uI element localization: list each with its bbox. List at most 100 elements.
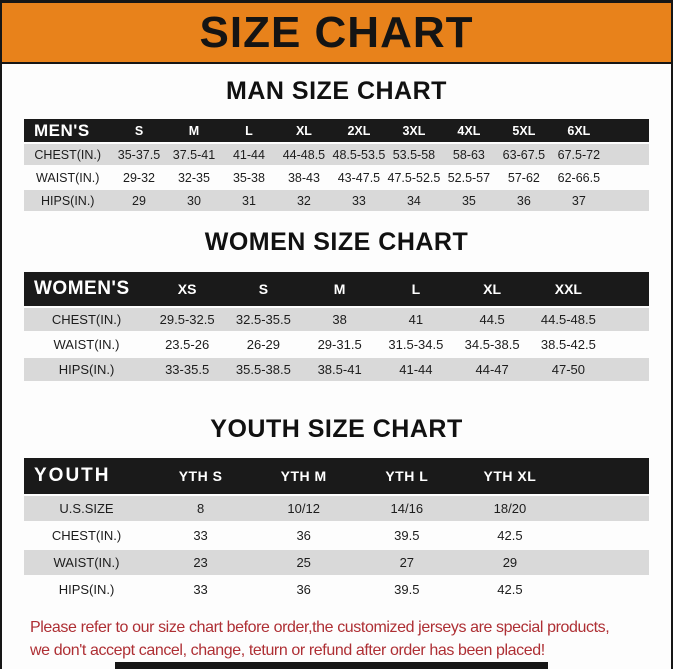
size-value-cell: 33 xyxy=(193,528,208,543)
man-size-section: MAN SIZE CHART MEN'S S M L XL 2XL 3XL 4XL 5XL 6XL… xyxy=(2,77,671,213)
table-title-cell: WOMEN'S xyxy=(24,272,149,306)
size-column-header: 6XL xyxy=(551,119,607,142)
row-label: HIPS(IN.) xyxy=(41,193,95,208)
row-label: WAIST(IN.) xyxy=(53,555,120,570)
table-title-cell: MEN'S xyxy=(24,119,112,142)
measurement-row: HIPS(IN.) 33 36 39.5 42.5 xyxy=(24,577,649,602)
table-header-row: YOUTH YTH S YTH M YTH L YTH XL xyxy=(24,458,649,494)
size-value-cell: 44.5 xyxy=(479,312,505,327)
size-value-cell: 39.5 xyxy=(394,528,420,543)
size-value-cell: 36 xyxy=(296,582,311,597)
row-filler-cell xyxy=(607,333,650,356)
size-value-cell: 38.5-41 xyxy=(317,362,362,377)
measurement-row: WAIST(IN.) 23 25 27 29 xyxy=(24,550,649,575)
size-value-cell: 10/12 xyxy=(287,501,320,516)
table-header-row: WOMEN'S XS S M L XL XXL xyxy=(24,272,649,306)
cropped-black-bar xyxy=(115,662,548,669)
row-filler-cell xyxy=(562,496,650,521)
size-column-header: 4XL xyxy=(441,119,497,142)
size-column-header: XXL xyxy=(530,272,607,306)
size-value-cell: 52.5-57 xyxy=(447,170,491,185)
women-section-heading: WOMEN SIZE CHART xyxy=(204,228,469,256)
header-filler-cell xyxy=(606,119,649,142)
size-value-cell: 33-35.5 xyxy=(165,362,210,377)
size-value-cell: 32-35 xyxy=(177,170,210,185)
size-value-cell: 29-32 xyxy=(123,170,155,185)
size-column-header: 3XL xyxy=(386,119,442,142)
size-value-cell: 31.5-34.5 xyxy=(388,337,444,352)
row-label: U.S.SIZE xyxy=(59,501,114,516)
size-value-cell: 33 xyxy=(193,582,208,597)
size-value-cell: 8 xyxy=(196,501,205,516)
size-value-cell: 38-43 xyxy=(287,170,320,185)
header-filler-cell xyxy=(561,458,649,494)
size-column-header: YTH XL xyxy=(458,458,562,494)
size-value-cell: 48.5-53.5 xyxy=(332,147,386,162)
size-value-cell: 67.5-72 xyxy=(557,147,601,162)
youth-size-table: YOUTH YTH S YTH M YTH L YTH XL U.S.SIZE 8 10/12… xyxy=(24,456,649,604)
row-label: WAIST(IN.) xyxy=(53,337,120,352)
size-value-cell: 23 xyxy=(193,555,208,570)
table-title-cell: YOUTH xyxy=(24,458,149,494)
measurement-row: HIPS(IN.) 33-35.5 35.5-38.5 38.5-41 41-44 44-… xyxy=(24,358,649,381)
size-value-cell: 41-44 xyxy=(232,147,265,162)
size-value-cell: 14/16 xyxy=(390,501,424,516)
size-column-header: M xyxy=(166,119,222,142)
size-column-header: YTH L xyxy=(355,458,459,494)
size-value-cell: 34.5-38.5 xyxy=(464,337,520,352)
size-column-header: YTH M xyxy=(252,458,356,494)
size-value-cell: 35.5-38.5 xyxy=(235,362,291,377)
row-label: CHEST(IN.) xyxy=(34,147,102,162)
youth-size-section: YOUTH SIZE CHART YOUTH YTH S YTH M YTH L YTH… xyxy=(2,415,671,604)
row-label: WAIST(IN.) xyxy=(36,170,100,185)
size-column-header: S xyxy=(111,119,167,142)
size-value-cell: 42.5 xyxy=(497,582,523,597)
size-value-cell: 29.5-32.5 xyxy=(159,312,215,327)
measurement-row: WAIST(IN.) 29-32 32-35 35-38 38-43 43-47.5 47.… xyxy=(24,167,649,188)
header-filler-cell xyxy=(606,272,649,306)
size-value-cell: 29 xyxy=(132,193,146,208)
order-disclaimer: Please refer to our size chart before or… xyxy=(2,616,671,662)
row-label: CHEST(IN.) xyxy=(51,312,122,327)
row-filler-cell xyxy=(606,190,649,211)
size-value-cell: 57-62 xyxy=(507,170,540,185)
size-column-header: XL xyxy=(454,272,531,306)
measurement-row: U.S.SIZE 8 10/12 14/16 18/20 xyxy=(24,496,649,521)
size-value-cell: 38.5-42.5 xyxy=(540,337,596,352)
size-value-cell: 35-38 xyxy=(232,170,265,185)
size-column-header: 2XL xyxy=(331,119,387,142)
size-value-cell: 36 xyxy=(516,193,531,208)
size-value-cell: 30 xyxy=(187,193,201,208)
measurement-row: WAIST(IN.) 23.5-26 26-29 29-31.5 31.5-34.5 34… xyxy=(24,333,649,356)
women-size-section: WOMEN SIZE CHART WOMEN'S XS S M L XL XXL CHEST(… xyxy=(2,228,671,383)
size-value-cell: 44.5-48.5 xyxy=(540,312,596,327)
size-value-cell: 39.5 xyxy=(394,582,420,597)
size-value-cell: 33 xyxy=(351,193,366,208)
row-filler-cell xyxy=(607,308,650,331)
size-value-cell: 18/20 xyxy=(493,501,527,516)
banner: SIZE CHART xyxy=(2,3,671,64)
size-value-cell: 42.5 xyxy=(497,528,523,543)
size-column-header: XL xyxy=(276,119,332,142)
disclaimer-line-2: we don't accept cancel, change, teturn o… xyxy=(30,642,545,659)
measurement-row: CHEST(IN.) 29.5-32.5 32.5-35.5 38 41 44.5 44.5… xyxy=(24,308,649,331)
size-value-cell: 23.5-26 xyxy=(165,337,210,352)
size-value-cell: 44-47 xyxy=(475,362,509,377)
size-value-cell: 62-66.5 xyxy=(557,170,601,185)
size-value-cell: 37 xyxy=(571,193,586,208)
row-filler-cell xyxy=(607,358,650,381)
row-filler-cell xyxy=(562,523,650,548)
table-header-row: MEN'S S M L XL 2XL 3XL 4XL 5XL 6XL xyxy=(24,119,649,142)
size-value-cell: 32.5-35.5 xyxy=(235,312,291,327)
size-value-cell: 38 xyxy=(332,312,347,327)
row-filler-cell xyxy=(562,550,650,575)
youth-section-heading: YOUTH SIZE CHART xyxy=(210,415,463,443)
size-value-cell: 36 xyxy=(296,528,311,543)
size-value-cell: 41-44 xyxy=(399,362,433,377)
row-label: HIPS(IN.) xyxy=(58,582,115,597)
measurement-row: HIPS(IN.) 29 30 31 32 33 34 35 36 37 xyxy=(24,190,649,211)
measurement-row: CHEST(IN.) 35-37.5 37.5-41 41-44 44-48.5 48.5… xyxy=(24,144,649,165)
page-title: SIZE CHART xyxy=(199,7,474,57)
size-column-header: M xyxy=(301,272,378,306)
